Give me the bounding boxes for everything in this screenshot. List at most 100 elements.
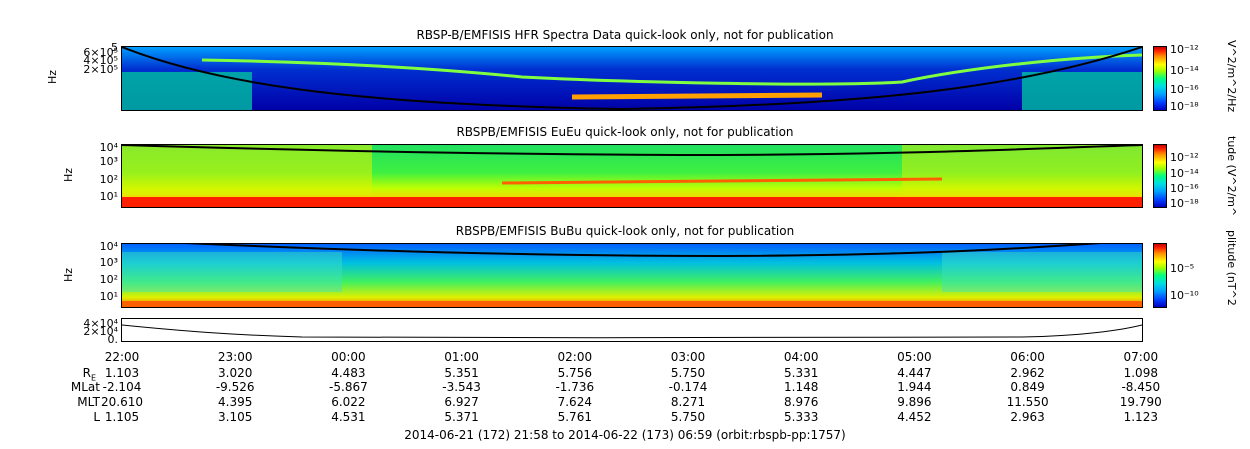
bubu-background	[122, 244, 1142, 307]
eph-value: -9.526	[215, 380, 255, 394]
panel2-colorbar-label: tude (V^2/m^	[1225, 136, 1238, 217]
panel3-colorbar-label: plitude (nT^2	[1225, 230, 1238, 306]
eph-value: 4.395	[218, 395, 253, 409]
eph-value: 19.790	[1119, 395, 1162, 409]
x-tick-label: 07:00	[1123, 350, 1159, 364]
eph-value: 7.624	[557, 395, 592, 409]
eph-value: 5.351	[444, 366, 479, 380]
panel1-title: RBSP-B/EMFISIS HFR Spectra Data quick-lo…	[416, 28, 834, 42]
eueu-low-freq-band	[122, 197, 1142, 207]
eph-row-mlt: MLT 20.610 4.395 6.022 6.927 7.624 8.271 8.976…	[0, 395, 1250, 409]
eph-row-re: RE 1.103 3.020 4.483 5.351 5.756 5.750 5.331 4.…	[0, 366, 1250, 383]
panel4-ytick-0: 4×10⁴	[83, 317, 118, 330]
eph-value: 3.020	[218, 366, 253, 380]
panel3-cbtick-1: 10⁻¹⁰	[1170, 289, 1199, 302]
x-tick-label: 22:00	[104, 350, 140, 364]
eph-value: -8.450	[1121, 380, 1161, 394]
eph-value: 2.962	[1010, 366, 1045, 380]
eph-value: 6.927	[444, 395, 479, 409]
eph-value: 20.610	[101, 395, 143, 409]
eph-value: 5.331	[784, 366, 819, 380]
hfr-background	[122, 47, 1142, 110]
line-plot-svg	[122, 324, 1142, 339]
hfr-upper-hybrid-line	[201, 53, 1142, 86]
eph-value: -3.543	[442, 380, 481, 394]
eph-value: -1.736	[555, 380, 595, 394]
panel1-ylabel: Hz	[46, 69, 59, 84]
hfr-right-emission	[1022, 72, 1142, 110]
eph-value: 4.452	[897, 410, 932, 424]
eph-value: 2.963	[1010, 410, 1045, 424]
panel2-ytick-3: 10¹	[99, 190, 118, 203]
footer-time-range: 2014-06-21 (172) 21:58 to 2014-06-22 (17…	[404, 428, 846, 442]
panel3-cbtick-0: 10⁻⁵	[1170, 262, 1195, 275]
line-plot-series	[122, 324, 1142, 339]
panel1-colorbar-label: V^2/m^2/Hz	[1225, 40, 1238, 113]
hfr-band	[571, 92, 823, 100]
eph-row-l: L 1.105 3.105 4.531 5.371 5.761 5.750 5.333 4.4…	[0, 410, 1250, 424]
x-tick-label: 05:00	[897, 350, 932, 364]
eueu-spectrogram-svg	[122, 145, 1142, 207]
eph-value: 9.896	[897, 395, 932, 409]
panel2-cbtick-3: 10⁻¹⁸	[1170, 197, 1199, 210]
eph-value: 0.849	[1010, 380, 1045, 394]
panel3-ytick-2: 10²	[99, 273, 118, 286]
eph-value: -5.867	[329, 380, 368, 394]
panel1-ytick-1: 6×10⁵	[83, 46, 118, 59]
panel2-ytick-1: 10³	[99, 155, 118, 168]
panel3-ylabel: Hz	[62, 267, 75, 282]
eph-value: 5.750	[670, 366, 706, 380]
eph-value: 6.022	[331, 395, 366, 409]
eph-value: 4.447	[897, 366, 932, 380]
panel3-colorbar	[1153, 243, 1167, 308]
x-tick-label: 00:00	[331, 350, 366, 364]
panel2-cbtick-2: 10⁻¹⁶	[1170, 182, 1199, 195]
eph-value: 1.123	[1123, 410, 1158, 424]
eph-value: 1.105	[104, 410, 140, 424]
bubu-spectrogram	[121, 243, 1143, 308]
panel3-ytick-1: 10³	[99, 256, 118, 269]
panel3-ytick-3: 10¹	[99, 290, 118, 303]
x-tick-label: 23:00	[217, 350, 253, 364]
x-tick-label: 02:00	[557, 350, 593, 364]
x-tick-label: 04:00	[783, 350, 819, 364]
eph-value: 8.271	[670, 395, 706, 409]
eph-label-mlat: MLat	[70, 380, 100, 394]
x-tick-label: 06:00	[1010, 350, 1045, 364]
eph-value: 4.531	[331, 410, 366, 424]
bubu-right-noise	[942, 252, 1142, 292]
panel2-cbtick-0: 10⁻¹²	[1170, 151, 1199, 164]
panel1-cbtick-2: 10⁻¹⁶	[1170, 83, 1199, 96]
panel3-title: RBSPB/EMFISIS BuBu quick-look only, not …	[455, 224, 795, 238]
eph-value: 5.333	[784, 410, 819, 424]
eueu-cyclotron-curve	[122, 145, 1142, 157]
eph-label-mlt: MLT	[77, 395, 100, 409]
eph-label-l: L	[93, 410, 100, 424]
eph-row-mlat: MLat -2.104 -9.526 -5.867 -3.543 -1.736 -0.17…	[0, 380, 1250, 394]
panel2-ytick-2: 10²	[99, 173, 118, 186]
panel1-cbtick-0: 10⁻¹²	[1170, 43, 1199, 56]
bubu-cyclotron-curve	[184, 244, 1101, 258]
hfr-cyclotron-curve	[122, 47, 1142, 110]
eph-value: 1.148	[784, 380, 819, 394]
eph-value: 11.550	[1006, 395, 1049, 409]
eph-value: 5.761	[557, 410, 592, 424]
eph-label-re: RE	[82, 366, 96, 383]
eph-value: 3.105	[218, 410, 253, 424]
eph-value: 5.750	[670, 410, 706, 424]
panel1-ytick-0: 5	[111, 41, 118, 54]
eueu-left-noise	[122, 145, 372, 195]
panel1-ytick-2: 4×10⁵	[83, 54, 118, 67]
bubu-spectrogram-svg	[122, 244, 1142, 307]
panel2-title: RBSPB/EMFISIS EuEu quick-look only, not …	[456, 125, 794, 139]
panel2-colorbar	[1153, 144, 1167, 208]
eueu-right-noise	[902, 145, 1142, 195]
eph-value: -2.104	[102, 380, 142, 394]
eueu-spectrogram	[121, 144, 1143, 208]
hfr-spectrogram	[121, 46, 1143, 111]
eph-value: 1.944	[897, 380, 932, 394]
hfr-spectrogram-svg	[122, 47, 1142, 110]
panel4-ytick-2: 0.	[107, 333, 119, 346]
eph-value: 5.756	[557, 366, 592, 380]
panel4-ytick-1: 2×10⁴	[83, 325, 118, 338]
